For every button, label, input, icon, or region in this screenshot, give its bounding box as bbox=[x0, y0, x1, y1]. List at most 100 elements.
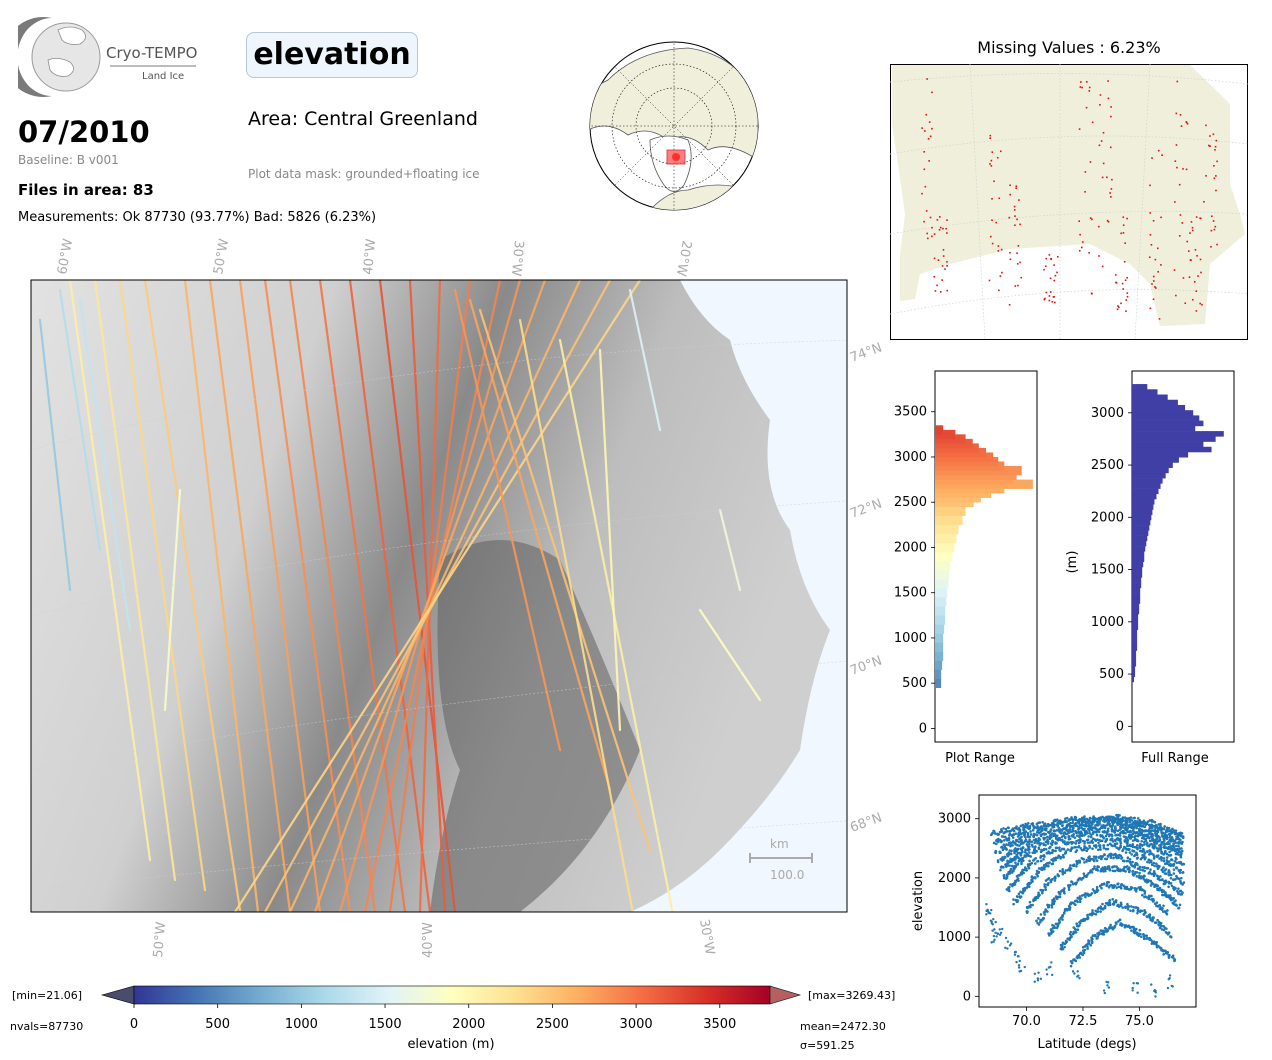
lon-label-top-5: 20°W bbox=[673, 239, 694, 277]
colorbar-tick-label: 2500 bbox=[536, 1017, 569, 1032]
scatter-point bbox=[1087, 835, 1090, 838]
scatter-point bbox=[1180, 847, 1183, 850]
scatter-point bbox=[1121, 817, 1125, 821]
scatter-point bbox=[1152, 941, 1155, 945]
scatter-point bbox=[1020, 838, 1023, 842]
missing-point bbox=[939, 226, 942, 229]
missing-point bbox=[946, 289, 948, 292]
scatter-point bbox=[1144, 910, 1147, 914]
scatter-point bbox=[1138, 874, 1141, 878]
scatter-point bbox=[1092, 826, 1096, 830]
missing-point bbox=[1013, 205, 1016, 208]
scatter-point bbox=[994, 931, 997, 935]
scatter-point bbox=[1138, 865, 1142, 869]
scatter-point bbox=[1037, 891, 1040, 895]
missing-point bbox=[933, 233, 936, 235]
scatter-point bbox=[1130, 929, 1133, 932]
logo-title: Cryo-TEMPO bbox=[106, 44, 197, 62]
scatter-point bbox=[996, 859, 1000, 862]
colorbar-min-label: [min=21.06] bbox=[12, 989, 82, 1002]
lat-label-1: 74°N bbox=[848, 340, 884, 365]
scatter-point bbox=[1097, 830, 1101, 834]
scatter-point bbox=[1157, 839, 1160, 843]
map-scale-bar: km 100.0 bbox=[749, 837, 813, 882]
scatter-point bbox=[1133, 825, 1136, 828]
missing-point bbox=[941, 279, 943, 281]
satellite-track bbox=[143, 280, 242, 912]
scatter-point bbox=[1044, 886, 1047, 889]
scatter-point bbox=[1098, 846, 1102, 849]
scatter-point bbox=[1069, 902, 1073, 906]
scatter-point bbox=[1111, 822, 1115, 825]
scatter-point bbox=[1135, 843, 1139, 847]
scatter-point bbox=[1028, 826, 1032, 830]
scatter-y-tick: 1000 bbox=[938, 930, 971, 945]
scatter-point bbox=[1083, 948, 1087, 952]
scatter-point bbox=[998, 933, 1002, 936]
scatter-point bbox=[1138, 845, 1142, 848]
scatter-point bbox=[1143, 890, 1147, 893]
missing-point bbox=[938, 216, 941, 218]
scatter-point bbox=[1106, 827, 1110, 830]
scatter-point bbox=[1142, 866, 1146, 869]
scatter-point bbox=[1078, 840, 1082, 844]
scatter-point bbox=[1134, 889, 1138, 893]
scatter-point bbox=[1076, 928, 1080, 932]
scatter-point bbox=[995, 935, 998, 938]
scatter-point bbox=[1053, 879, 1057, 882]
missing-point bbox=[1117, 305, 1119, 307]
scatter-point bbox=[1080, 848, 1084, 852]
scatter-point bbox=[1128, 817, 1132, 821]
scatter-point bbox=[1003, 831, 1006, 834]
scatter-point bbox=[1158, 878, 1162, 882]
missing-point bbox=[925, 113, 928, 116]
scatter-point bbox=[1137, 934, 1141, 938]
scatter-point bbox=[1160, 858, 1163, 862]
missing-point bbox=[1008, 216, 1011, 219]
scatter-point bbox=[1125, 842, 1129, 845]
scatter-point bbox=[1163, 842, 1166, 846]
scatter-point bbox=[1151, 916, 1154, 920]
missing-point bbox=[1199, 302, 1201, 305]
scatter-points bbox=[985, 813, 1186, 998]
scatter-point bbox=[1128, 857, 1132, 861]
scatter-point bbox=[1182, 881, 1186, 884]
scatter-point bbox=[1054, 846, 1058, 850]
scatter-point bbox=[1010, 849, 1013, 853]
histogram-bar bbox=[935, 642, 944, 652]
scatter-point bbox=[992, 940, 995, 943]
satellite-track bbox=[163, 488, 182, 712]
scatter-point bbox=[1154, 995, 1157, 998]
scatter-point bbox=[1135, 857, 1139, 860]
scatter-point bbox=[1143, 851, 1147, 855]
scatter-point bbox=[1018, 896, 1022, 899]
missing-point bbox=[1215, 175, 1217, 177]
histogram-bar bbox=[1132, 425, 1196, 432]
scatter-point bbox=[1130, 853, 1133, 856]
scatter-point bbox=[1106, 984, 1109, 987]
scatter-point bbox=[1106, 847, 1110, 851]
scatter-point bbox=[1133, 864, 1137, 868]
scatter-point bbox=[1082, 893, 1086, 897]
scatter-point bbox=[1101, 902, 1104, 906]
scatter-point bbox=[1008, 864, 1011, 867]
missing-point bbox=[1149, 184, 1151, 187]
scatter-point bbox=[1022, 841, 1025, 845]
satellite-track bbox=[313, 280, 547, 912]
scatter-point bbox=[1065, 816, 1069, 820]
scatter-point bbox=[1155, 921, 1158, 924]
missing-point bbox=[1214, 225, 1217, 228]
scatter-point bbox=[1086, 947, 1089, 950]
scatter-point bbox=[1011, 828, 1015, 831]
histogram-tick-label: 2000 bbox=[894, 540, 927, 555]
scatter-point bbox=[1086, 942, 1090, 945]
scatter-point bbox=[1110, 834, 1114, 838]
missing-point bbox=[1123, 261, 1126, 263]
scatter-point bbox=[1041, 888, 1044, 892]
scatter-point bbox=[1169, 896, 1173, 899]
scatter-point bbox=[1115, 865, 1118, 868]
scatter-point bbox=[1157, 944, 1160, 948]
satellite-track bbox=[38, 318, 72, 592]
scatter-point bbox=[1065, 907, 1069, 911]
scatter-point bbox=[1114, 826, 1117, 830]
